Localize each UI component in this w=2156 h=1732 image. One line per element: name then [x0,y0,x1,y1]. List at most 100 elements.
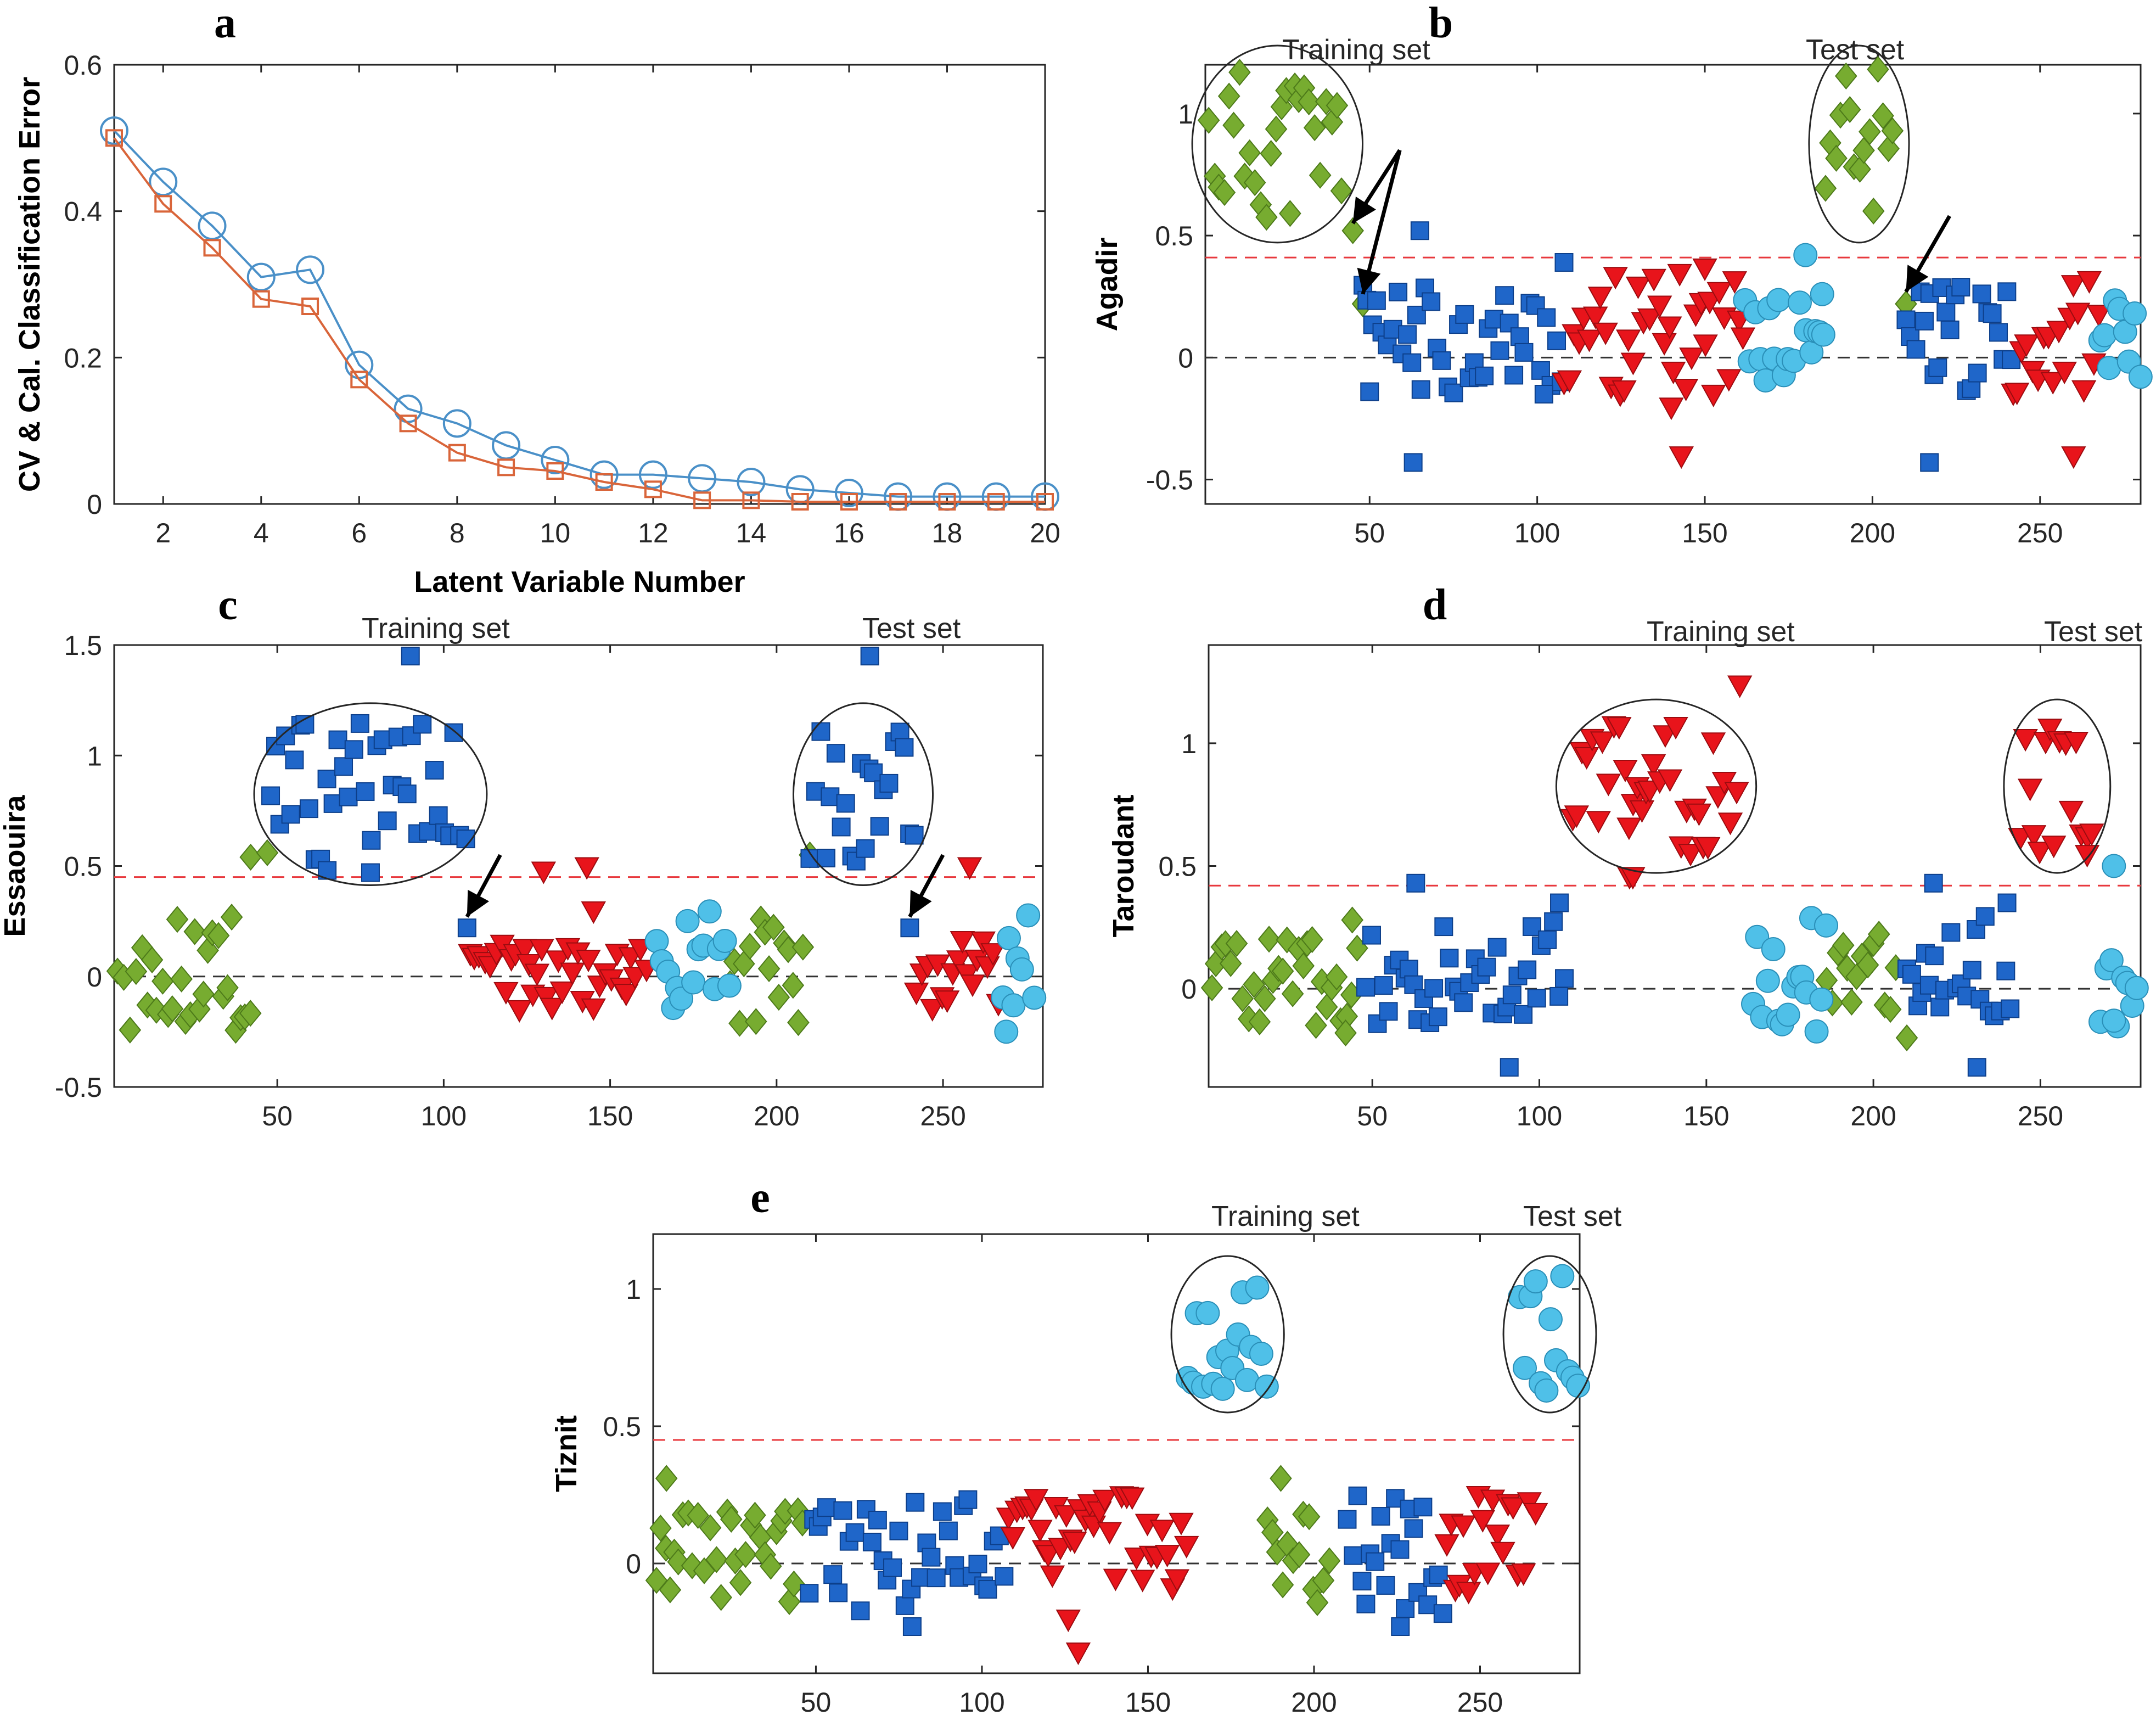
data-point [614,984,639,1007]
x-tick-label: 2 [155,518,171,548]
data-point [1217,82,1240,110]
data-point [1330,177,1353,205]
data-point [2021,825,2047,848]
data-point [1701,384,1726,407]
data-point [1398,325,1417,344]
data-point [1338,1510,1357,1529]
x-tick-label: 200 [754,1101,799,1131]
data-point [994,1019,1019,1044]
data-point [1040,1565,1065,1588]
data-point [1413,1498,1433,1517]
data-point [1406,873,1425,893]
data-point [1637,308,1663,331]
data-point [728,1010,751,1037]
data-point [378,811,397,831]
y-tick-label: 0.5 [64,851,102,882]
data-point [549,981,575,1004]
data-point [699,1514,722,1542]
series-point-cal [938,493,956,511]
data-point [1527,989,1546,1008]
data-point [1537,308,1556,327]
x-tick-label: 200 [1850,1101,1896,1131]
data-point [1197,107,1220,134]
data-point [1495,286,1514,305]
y-tick-label: 1 [1178,99,1193,130]
data-point [821,787,840,806]
data-point [1678,844,1703,867]
data-point [1341,217,1365,244]
data-point [2102,854,2126,878]
data-point [712,928,737,953]
x-tick-label: 100 [421,1101,467,1131]
data-point [1130,1570,1155,1593]
data-point [833,1501,852,1520]
y-tick-label: 0 [1181,974,1197,1005]
data-point [1706,282,1732,305]
data-point [1659,397,1684,421]
data-point [911,1568,930,1587]
data-point [1513,1355,1537,1380]
data-point [1432,351,1451,370]
data-point [141,946,164,974]
data-point [1402,353,1422,372]
data-point [1534,385,1553,403]
data-point [2027,842,2052,865]
data-point [1996,961,2015,980]
x-tick-label: 50 [801,1687,832,1718]
data-point [285,750,304,770]
data-point [922,1548,941,1567]
data-point [1410,221,1429,240]
data-point [2060,275,2086,298]
series-point-cal [497,458,515,477]
data-point [1371,1507,1390,1526]
data-point [576,950,601,973]
data-point [1915,311,1934,330]
data-point [2061,446,2086,469]
data-point [1238,139,1261,167]
data-point [1470,1510,1495,1533]
data-point [317,769,336,788]
data-point [783,1570,805,1598]
data-point [1292,952,1315,979]
x-tick-label: 250 [2017,518,2063,548]
data-point [744,1008,767,1035]
data-point [1523,1269,1548,1294]
data-point [401,647,420,666]
data-point [1298,88,1320,116]
data-point [934,990,960,1013]
arrow-head [1906,265,1929,292]
data-point [1836,955,1859,982]
data-point [1169,1512,1194,1535]
data-point [560,962,585,985]
data-point [1755,968,1780,993]
data-point [1248,1008,1271,1035]
training-set-label: Training set [1647,616,1795,648]
x-tick-label: 150 [1125,1687,1171,1718]
data-point [1811,322,1835,347]
data-point [425,761,444,780]
data-point [946,950,972,973]
data-point [1325,963,1348,991]
data-point [705,1546,728,1573]
data-point [1341,906,1363,934]
data-point [1028,1520,1053,1543]
series-point-cal [105,129,123,147]
data-point [1653,725,1678,748]
data-point [1288,1541,1311,1568]
data-point [1693,334,1718,357]
data-point [1647,295,1672,318]
x-tick-label: 14 [736,518,767,548]
series-point-cal [791,493,809,511]
data-point [845,1523,864,1542]
data-point [1403,453,1423,472]
data-point [1727,675,1753,698]
data-point [868,1510,887,1529]
data-point [220,904,243,931]
data-point [1000,1527,1025,1550]
data-point [644,929,669,954]
data-point [1983,304,2002,323]
data-point [1832,932,1855,959]
data-point [2017,778,2043,801]
data-point [762,913,785,941]
data-point [1607,717,1632,740]
